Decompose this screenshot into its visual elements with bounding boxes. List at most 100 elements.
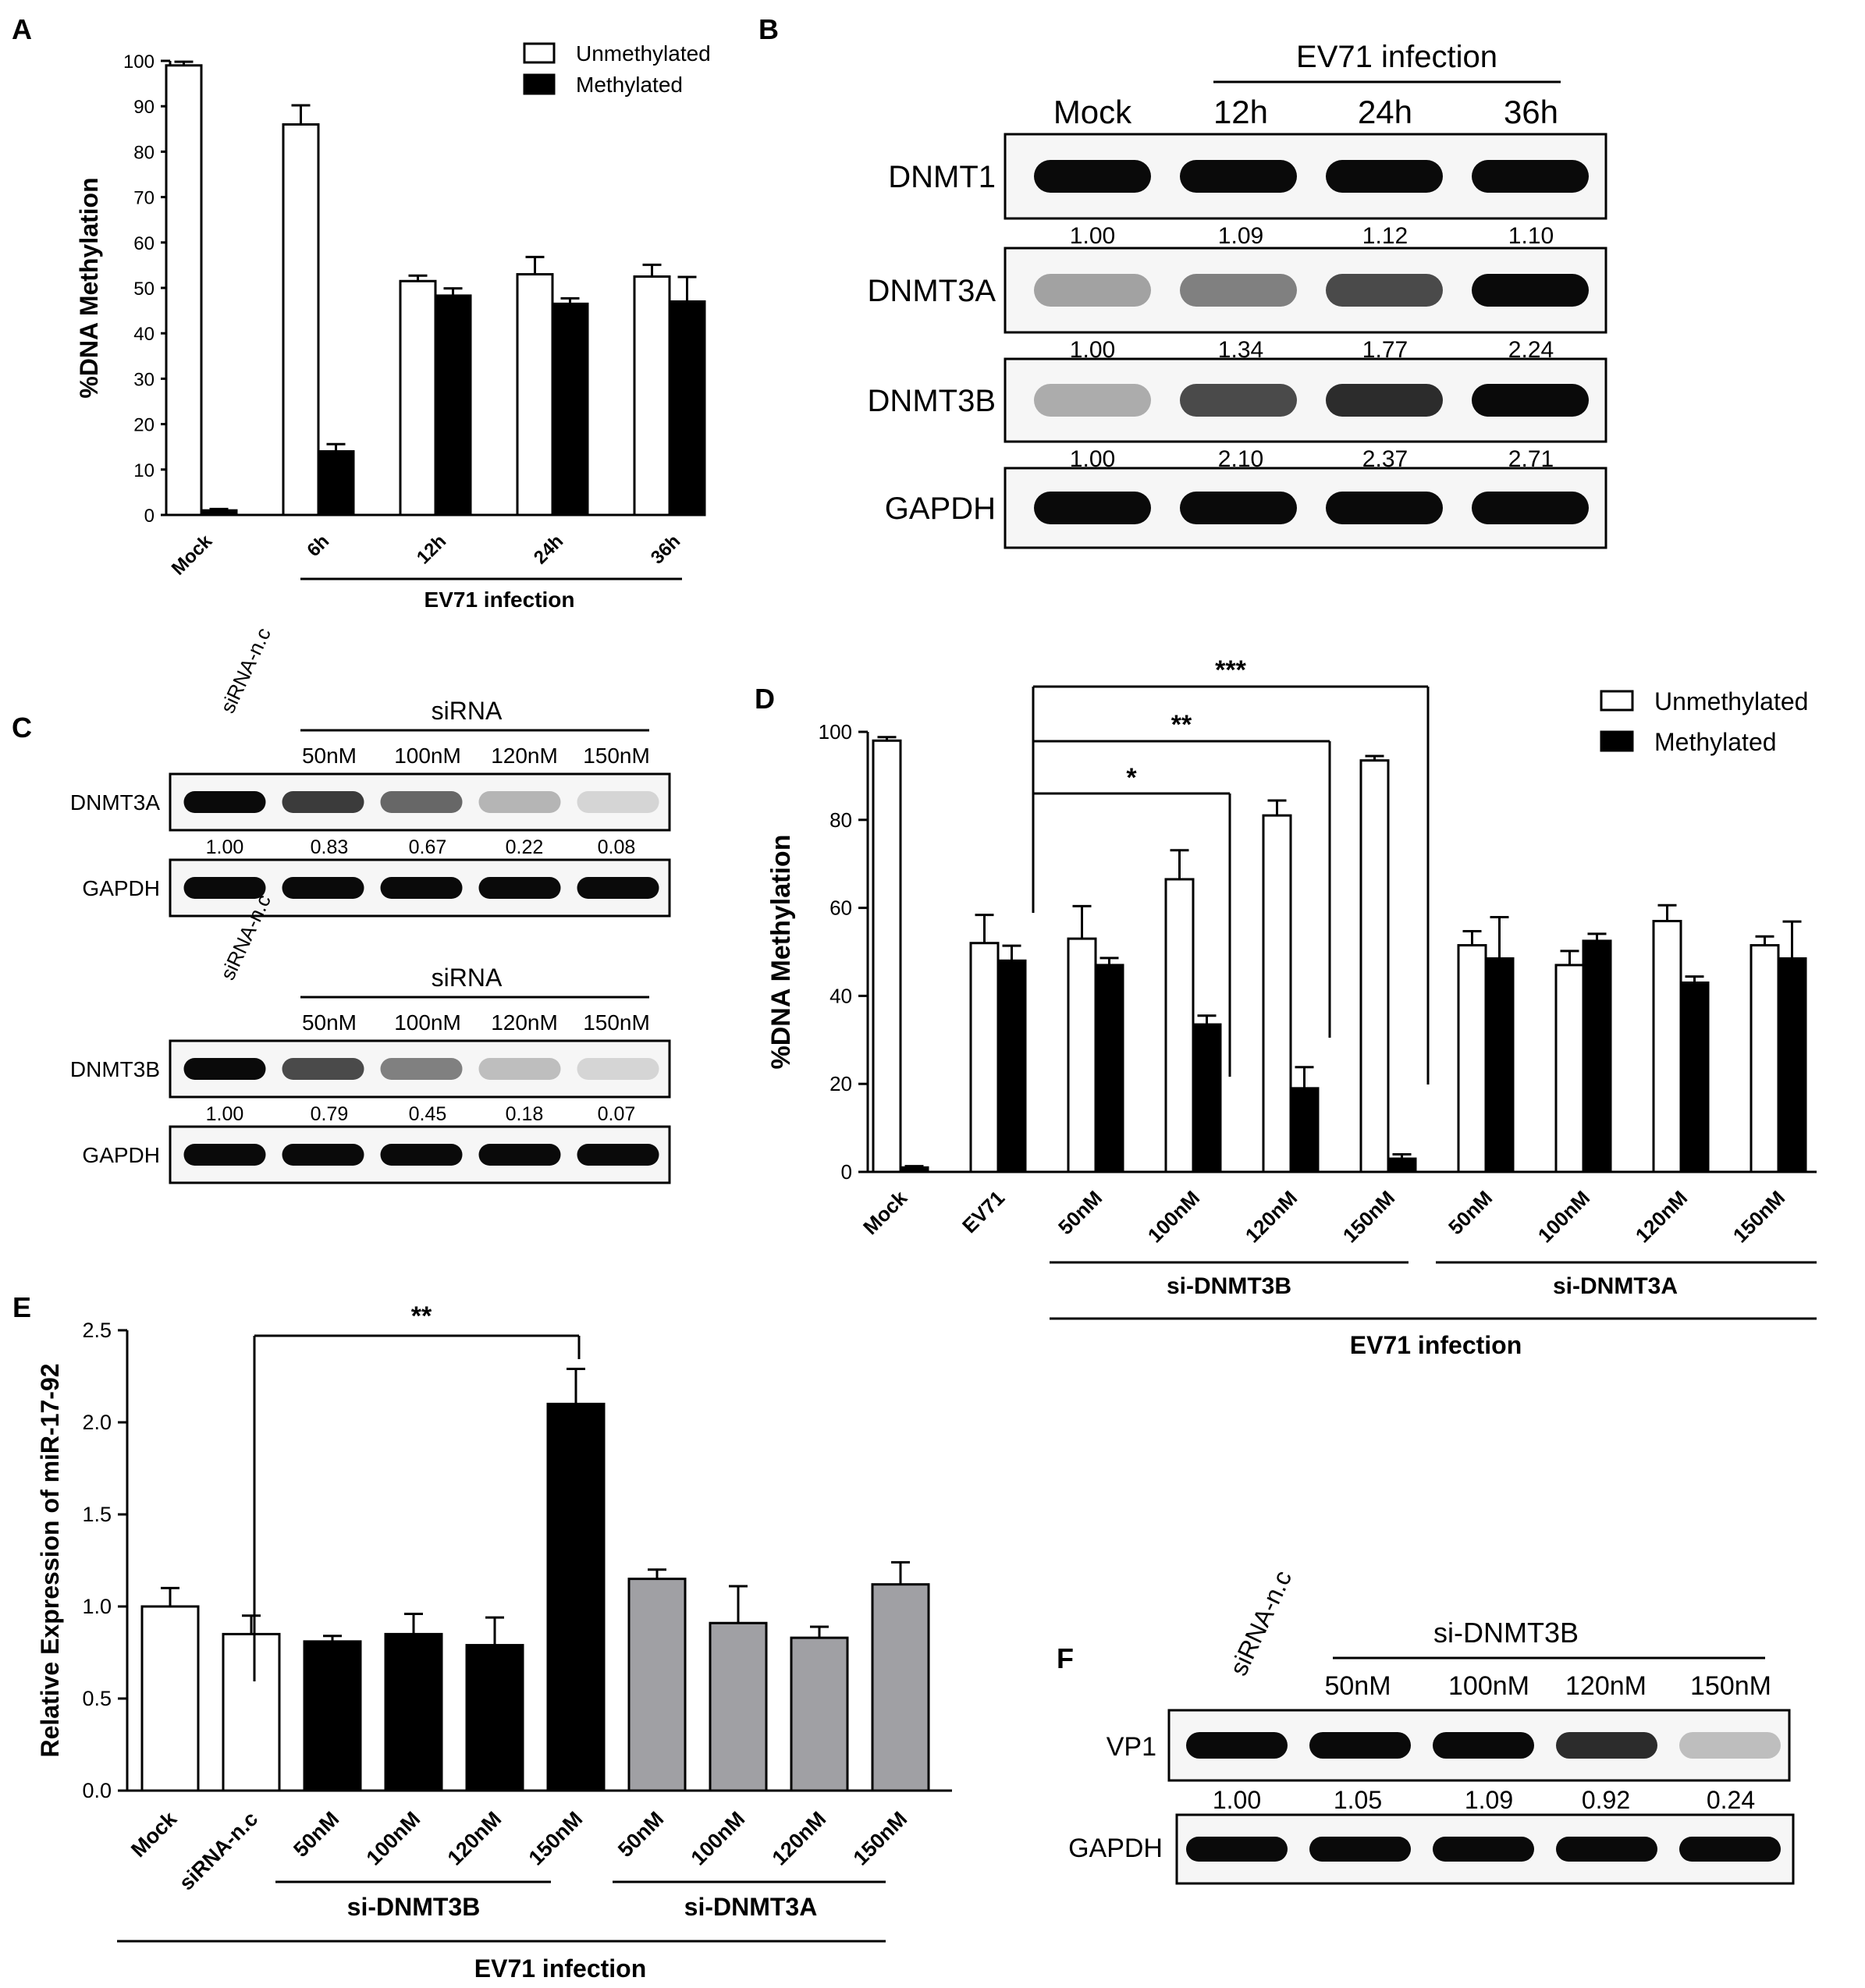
bar [1387,1157,1417,1173]
bar [165,64,203,517]
lane-label: 150nM [583,1010,650,1035]
bar [1484,957,1515,1173]
blot-row-dnmt1-band [1326,160,1443,193]
blot-row-gapdh-band [1433,1837,1534,1862]
group-label-si-dnmt3b: si-DNMT3B [1167,1273,1291,1299]
blot-row-dnmt3b-band [1472,384,1589,417]
quant-value: 1.00 [206,1103,244,1125]
blot-row-vp1-band [1433,1732,1534,1759]
legend-label-unmethylated: Unmethylated [576,41,711,66]
quant-value: 0.08 [598,836,636,858]
legend-label-methylated: Methylated [576,73,683,97]
x-tick-label: 50nM [1053,1186,1107,1239]
y-tick-label: 80 [829,808,852,832]
x-tick-label: 50nM [613,1807,668,1862]
blot-row-dnmt3a-band [1326,274,1443,307]
group-label-si-dnmt3b: si-DNMT3B [347,1893,481,1921]
blot-row-gapdh-band [1180,492,1297,524]
bar [899,1166,929,1173]
x-tick-label: 120nM [1241,1186,1302,1247]
blot-row-vp1-band [1556,1732,1657,1759]
bar [303,1640,362,1792]
bar [546,1402,606,1792]
lane-label: 50nM [302,1010,357,1035]
y-tick-label: 40 [829,984,852,1007]
lane-label: 24h [1358,94,1412,130]
x-tick-label: 100nM [687,1807,750,1870]
quant-value: 1.12 [1362,223,1408,249]
bar [1359,759,1390,1173]
panel-d-chart: D 0 20 40 60 80 100 %DNA Methylation Mock EV71 50n… [755,655,1817,1359]
quant-value: 0.92 [1582,1786,1630,1814]
y-tick-label: 60 [133,233,155,254]
bar [1777,957,1807,1173]
x-tick-label: 150nM [524,1807,588,1870]
blot-row-dnmt3a-band [380,791,463,813]
bar [668,300,706,517]
y-tick-label: 60 [829,896,852,920]
quant-value: 0.22 [506,836,544,858]
row-label: DNMT3A [70,790,160,815]
blot-row-gapdh-band [577,877,659,899]
row-label: VP1 [1107,1732,1156,1762]
legend-label-unmethylated: Unmethylated [1654,687,1808,715]
y-tick-label: 40 [133,324,155,345]
bar [1289,1087,1320,1173]
row-label: GAPDH [82,1143,160,1167]
blot-row-vp1-band [1679,1732,1781,1759]
blot-row-gapdh-band [1326,492,1443,524]
blot-row-gapdh-band [1472,492,1589,524]
x-tick-label: 6h [303,531,333,561]
x-tick-label: 100nM [1533,1186,1594,1247]
blot-row-gapdh-band [282,1144,364,1166]
blot-row-dnmt3b-band [380,1058,463,1080]
lane-label: 100nM [394,744,461,768]
blot-row-gapdh-band [1309,1837,1411,1862]
y-axis-title: %DNA Methylation [75,177,103,398]
y-tick-label: 1.5 [82,1503,112,1526]
row-label: DNMT1 [888,160,996,194]
lane-label: 100nM [394,1010,461,1035]
quant-value: 0.79 [311,1103,349,1125]
legend-swatch-unmethylated [523,42,556,64]
y-tick-label: 50 [133,279,155,300]
lane-label-first: siRNA-n.c [1224,1566,1297,1680]
x-tick-label: 150nM [849,1807,912,1870]
blot-row-dnmt3b-band [183,1058,266,1080]
significance-marker: * [1126,763,1137,793]
x-tick-label: 150nM [1338,1186,1399,1247]
bar [633,275,671,517]
lane-label: 50nM [1324,1671,1391,1701]
blot-row-dnmt3b-band [1326,384,1443,417]
bar [140,1605,200,1792]
bar [790,1636,849,1792]
lane-label: 120nM [491,744,558,768]
x-tick-label: 24h [530,531,567,568]
y-tick-label: 2.5 [82,1319,112,1342]
significance-marker: ** [1171,710,1192,740]
blot-row-dnmt3a-band [577,791,659,813]
lane-label: 150nM [1690,1671,1771,1701]
quant-value: 1.00 [206,836,244,858]
blot-row-dnmt3b-band [577,1058,659,1080]
quant-value: 0.07 [598,1103,636,1125]
blot-row-gapdh-band [380,1144,463,1166]
bar [384,1632,443,1792]
panel-label-b: B [758,13,779,45]
y-tick-label: 70 [133,188,155,209]
quant-value: 0.24 [1707,1786,1755,1814]
significance-marker: ** [411,1301,432,1331]
blot-row-vp1-band [1309,1732,1411,1759]
quant-value: 1.09 [1465,1786,1513,1814]
blot-row-dnmt1-band [1180,160,1297,193]
bar [1067,937,1097,1173]
y-tick-label: 90 [133,97,155,118]
lane-label: 36h [1504,94,1558,130]
bar [1679,981,1710,1173]
blot-row-gapdh-band [380,877,463,899]
blot-row-gapdh-band [1556,1837,1657,1862]
group-label-si-dnmt3a: si-DNMT3A [1553,1273,1678,1299]
quant-value: 1.00 [1070,223,1115,249]
